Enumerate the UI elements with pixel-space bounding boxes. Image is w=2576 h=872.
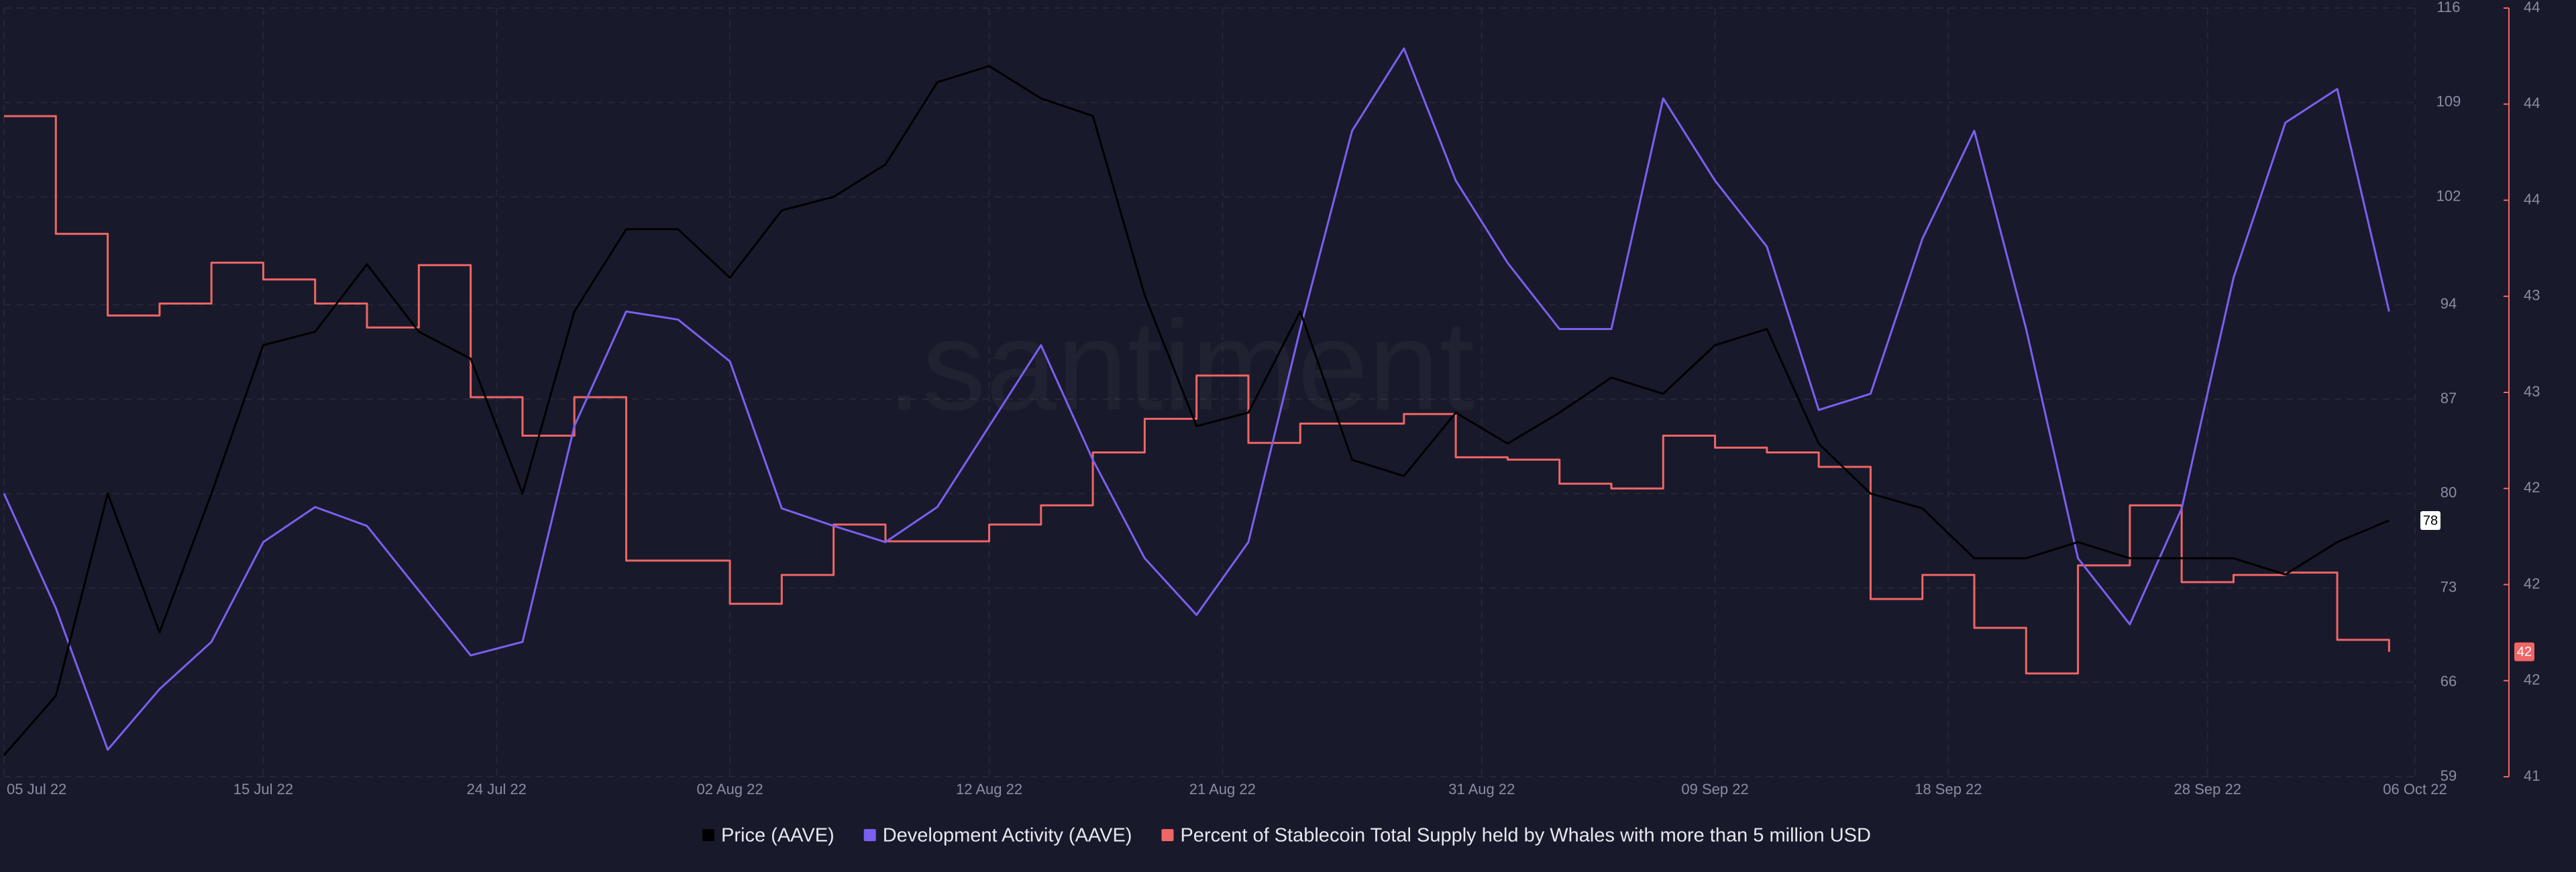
y2-tick-label: 43 xyxy=(2524,383,2540,400)
x-tick-label: 12 Aug 22 xyxy=(956,781,1022,798)
y-tick-label: 87 xyxy=(2440,390,2457,406)
watermark: .santiment xyxy=(887,294,1475,437)
series-line xyxy=(4,115,2390,675)
y-tick-label: 66 xyxy=(2440,673,2457,690)
y2-tick-label: 44 xyxy=(2524,95,2540,111)
x-tick-label: 31 Aug 22 xyxy=(1448,781,1515,798)
x-tick-label: 02 Aug 22 xyxy=(697,781,763,798)
x-tick-label: 06 Oct 22 xyxy=(2383,781,2447,798)
value-badge xyxy=(2514,642,2534,661)
x-tick-label: 24 Jul 22 xyxy=(467,781,527,798)
legend-swatch xyxy=(702,829,715,841)
value-badge xyxy=(2420,511,2440,530)
y-tick-label: 94 xyxy=(2440,295,2457,312)
y-tick-label: 80 xyxy=(2440,484,2457,501)
y2-tick-label: 44 xyxy=(2524,0,2540,15)
series-line xyxy=(3,47,2390,751)
y-tick-label: 59 xyxy=(2440,767,2457,784)
legend: Price (AAVE) Development Activity (AAVE) P… xyxy=(702,825,1871,847)
y2-tick-label: 44 xyxy=(2524,190,2540,207)
y-tick-label: 102 xyxy=(2436,187,2461,204)
y2-tick-label: 43 xyxy=(2524,287,2540,304)
legend-label: Percent of Stablecoin Total Supply held … xyxy=(1180,825,1871,847)
value-label: 78 xyxy=(2423,513,2438,528)
y-tick-label: 73 xyxy=(2440,578,2457,595)
value-label: 42 xyxy=(2517,645,2532,659)
x-tick-label: 21 Aug 22 xyxy=(1189,781,1256,798)
y2-tick-label: 41 xyxy=(2524,767,2540,784)
x-tick-label: 28 Sep 22 xyxy=(2174,781,2241,798)
legend-label: Price (AAVE) xyxy=(721,825,835,847)
x-tick-label: 15 Jul 22 xyxy=(233,781,293,798)
legend-swatch xyxy=(863,829,876,841)
x-tick-label: 18 Sep 22 xyxy=(1915,781,1982,798)
y2-tick-label: 42 xyxy=(2524,479,2540,496)
y2-tick-label: 42 xyxy=(2524,671,2540,688)
y-tick-label: 116 xyxy=(2436,0,2460,15)
y-tick-label: 109 xyxy=(2436,93,2461,110)
y2-tick-label: 42 xyxy=(2524,575,2540,592)
series-line xyxy=(3,64,2390,756)
legend-label: Development Activity (AAVE) xyxy=(883,825,1132,847)
x-tick-label: 09 Sep 22 xyxy=(1681,781,1748,798)
x-tick-label: 05 Jul 22 xyxy=(7,781,66,798)
legend-swatch xyxy=(1161,829,1174,841)
